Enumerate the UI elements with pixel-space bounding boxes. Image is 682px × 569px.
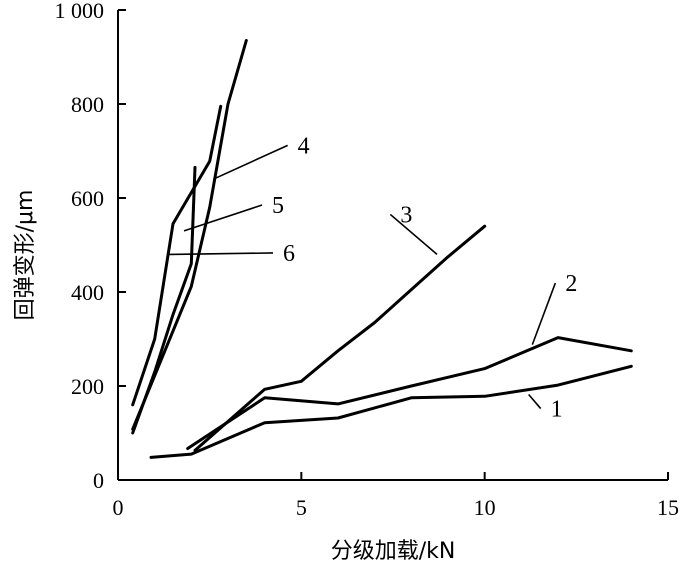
leader-line-6 <box>169 252 274 256</box>
y-tick-label: 1 000 <box>55 0 105 23</box>
y-tick-label: 600 <box>71 186 104 211</box>
curve-leader-lines <box>169 144 557 410</box>
series-line-5 <box>131 104 223 407</box>
y-tick-label: 400 <box>71 280 104 305</box>
curve-label-2: 2 <box>565 271 577 297</box>
x-tick-label: 5 <box>296 495 307 520</box>
series-line-2 <box>186 336 633 450</box>
series-group <box>131 39 633 459</box>
y-ticks: 0 200 400 600 800 1 000 <box>55 0 126 493</box>
leader-line-4 <box>213 144 288 180</box>
curve-label-3: 3 <box>400 202 412 228</box>
leader-line-5 <box>183 204 263 232</box>
curve-label-6: 6 <box>283 241 295 267</box>
x-tick-label: 10 <box>474 495 496 520</box>
series-line-4 <box>131 39 248 431</box>
leader-line-1 <box>528 393 542 410</box>
x-axis-label: 分级加载/kN <box>331 539 456 564</box>
x-ticks: 0 5 10 15 <box>113 472 679 520</box>
y-tick-label: 0 <box>93 468 104 493</box>
leader-line-3 <box>389 213 438 256</box>
y-tick-label: 800 <box>71 92 104 117</box>
curve-label-5: 5 <box>272 193 284 219</box>
y-tick-label: 200 <box>71 374 104 399</box>
x-tick-label: 15 <box>657 495 679 520</box>
leader-line-2 <box>531 282 557 345</box>
curve-label-1: 1 <box>551 397 563 423</box>
curve-label-4: 4 <box>298 133 310 159</box>
series-line-6 <box>131 165 197 435</box>
x-tick-label: 0 <box>113 495 124 520</box>
series-line-1 <box>149 364 633 459</box>
series-line-3 <box>193 224 487 452</box>
y-axis-label: 回弹变形/μm <box>13 190 38 321</box>
curve-labels: 1 2 3 4 5 6 <box>272 133 577 422</box>
